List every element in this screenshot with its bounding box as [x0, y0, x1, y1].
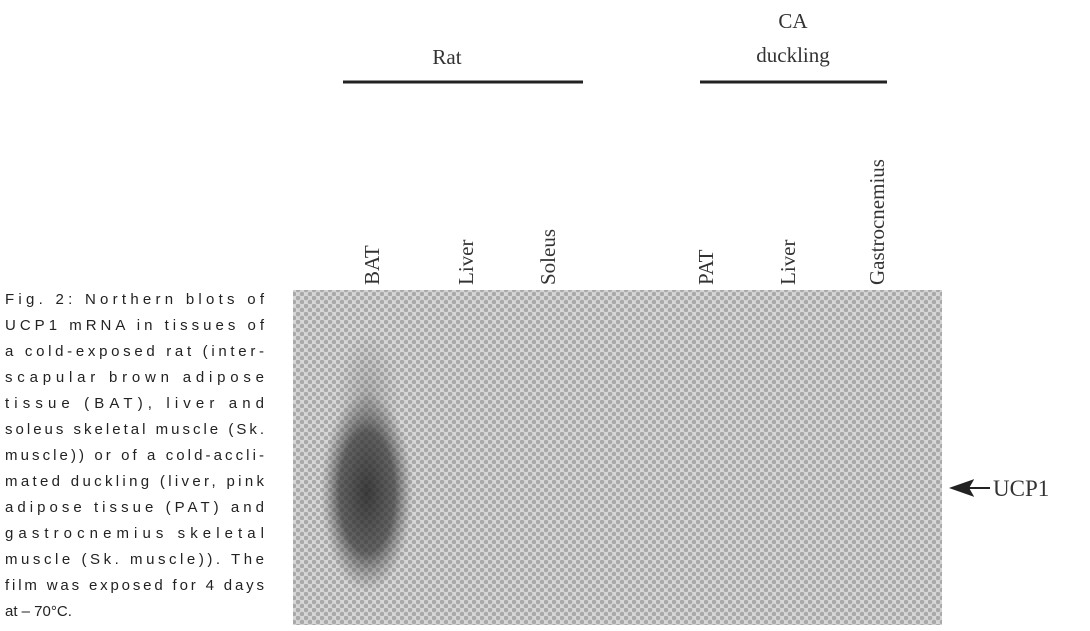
- figure: Rat CA duckling BAT Liver Soleus PAT Liver Ga…: [0, 0, 1090, 631]
- marker-label: UCP1: [993, 476, 1049, 501]
- group-label: duckling: [756, 43, 830, 67]
- caption-line: adipose tissue (PAT) and: [5, 499, 264, 516]
- caption-line: gastrocnemius skeletal: [5, 525, 264, 542]
- caption-line: a cold-exposed rat (inter-: [5, 343, 264, 360]
- group-label: Rat: [432, 45, 461, 69]
- caption-line: scapular brown adipose: [5, 369, 264, 386]
- lane-label: Soleus: [536, 229, 560, 285]
- group-label: CA: [778, 9, 808, 33]
- caption-line: film was exposed for 4 days: [5, 577, 264, 594]
- caption-line: muscle)) or of a cold-accli-: [5, 447, 264, 464]
- lane-label: BAT: [360, 245, 384, 285]
- blot-band: [321, 392, 413, 592]
- caption-line: muscle (Sk. muscle)). The: [5, 551, 264, 568]
- lane-label: Gastrocnemius: [865, 159, 889, 285]
- caption-line: mated duckling (liver, pink: [5, 473, 264, 490]
- caption-line: at – 70°C.: [5, 603, 72, 620]
- caption-line: UCP1 mRNA in tissues of: [5, 317, 265, 334]
- caption-line: tissue (BAT), liver and: [5, 395, 264, 412]
- caption-line: soleus skeletal muscle (Sk.: [5, 421, 264, 438]
- lane-label: Liver: [454, 240, 478, 285]
- arrow: [952, 481, 990, 495]
- lane-label: PAT: [694, 249, 718, 285]
- caption-line: Fig. 2: Northern blots of: [5, 291, 265, 308]
- lane-label: Liver: [776, 240, 800, 285]
